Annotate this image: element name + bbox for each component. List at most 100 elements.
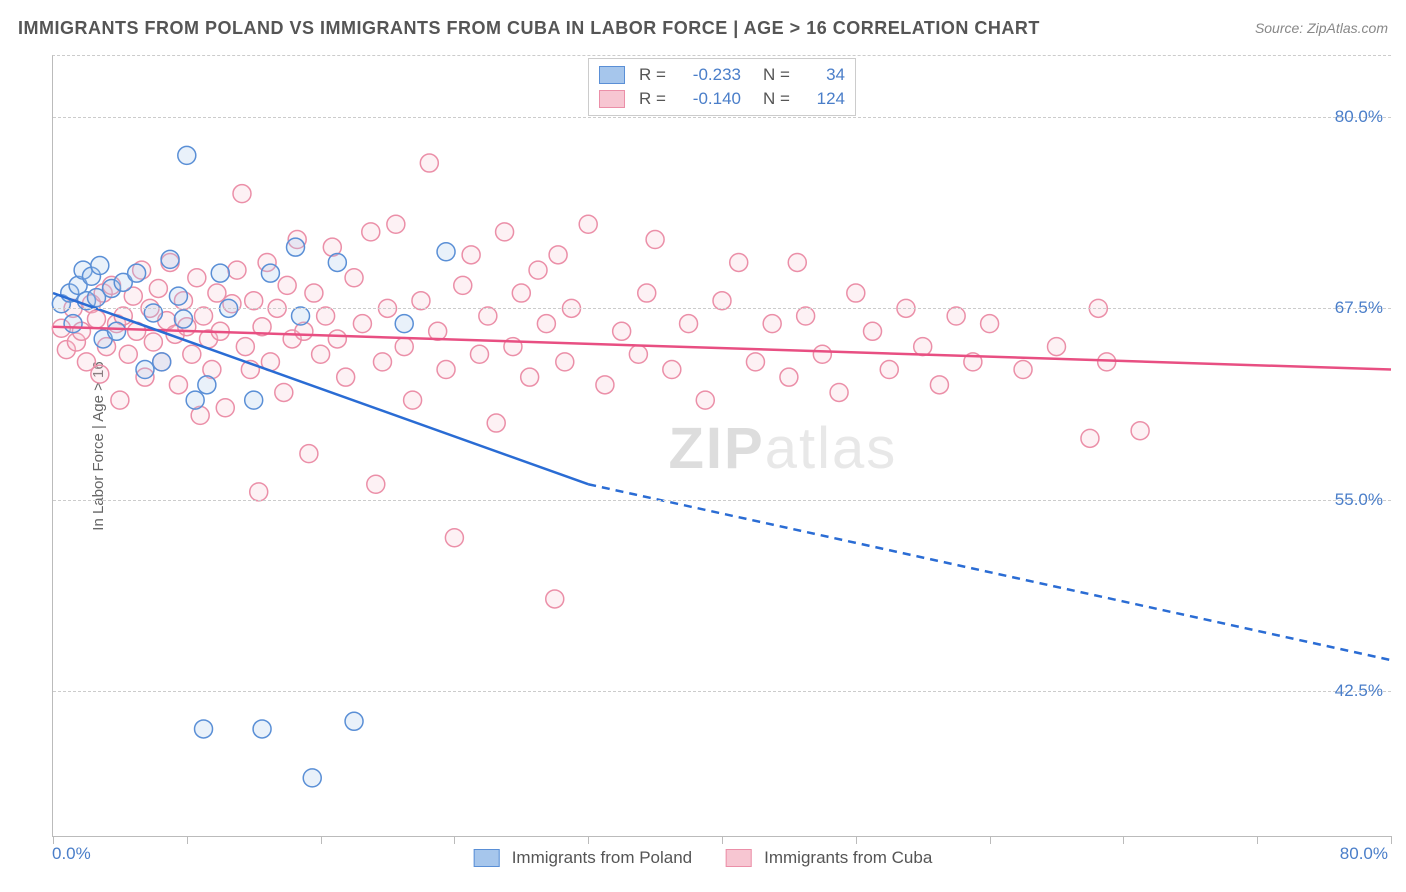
plot-area: ZIPatlas R =-0.233N =34R =-0.140N =124 8… <box>52 55 1391 837</box>
data-point <box>250 483 268 501</box>
x-tick <box>1391 836 1392 844</box>
legend-n-label: N = <box>763 65 799 85</box>
gridline <box>53 308 1391 309</box>
data-point <box>183 345 201 363</box>
data-point <box>1014 361 1032 379</box>
data-point <box>186 391 204 409</box>
x-tick <box>990 836 991 844</box>
y-tick-label: 55.0% <box>1335 490 1383 510</box>
data-point <box>546 590 564 608</box>
data-point <box>345 269 363 287</box>
data-point <box>470 345 488 363</box>
data-point <box>663 361 681 379</box>
data-point <box>830 383 848 401</box>
data-point <box>521 368 539 386</box>
data-point <box>549 246 567 264</box>
data-point <box>746 353 764 371</box>
x-tick <box>1123 836 1124 844</box>
data-point <box>195 307 213 325</box>
data-point <box>128 264 146 282</box>
data-point <box>328 330 346 348</box>
data-point <box>797 307 815 325</box>
data-point <box>1081 429 1099 447</box>
legend-series-item: Immigrants from Poland <box>474 848 692 868</box>
data-point <box>696 391 714 409</box>
data-point <box>462 246 480 264</box>
data-point <box>292 307 310 325</box>
data-point <box>208 284 226 302</box>
data-point <box>261 264 279 282</box>
gridline <box>53 691 1391 692</box>
data-point <box>556 353 574 371</box>
data-point <box>479 307 497 325</box>
data-point <box>161 250 179 268</box>
data-point <box>287 238 305 256</box>
data-point <box>763 315 781 333</box>
y-tick-label: 67.5% <box>1335 298 1383 318</box>
data-point <box>981 315 999 333</box>
correlation-legend: R =-0.233N =34R =-0.140N =124 <box>588 58 856 116</box>
y-tick-label: 80.0% <box>1335 107 1383 127</box>
data-point <box>91 257 109 275</box>
data-point <box>328 253 346 271</box>
data-point <box>512 284 530 302</box>
scatter-svg <box>53 56 1391 836</box>
data-point <box>367 475 385 493</box>
data-point <box>136 361 154 379</box>
x-tick <box>454 836 455 844</box>
data-point <box>395 338 413 356</box>
legend-r-label: R = <box>639 65 675 85</box>
data-point <box>108 322 126 340</box>
data-point <box>87 310 105 328</box>
data-point <box>91 365 109 383</box>
chart-title: IMMIGRANTS FROM POLAND VS IMMIGRANTS FRO… <box>18 18 1040 39</box>
legend-n-label: N = <box>763 89 799 109</box>
data-point <box>233 185 251 203</box>
data-point <box>305 284 323 302</box>
data-point <box>111 391 129 409</box>
data-point <box>947 307 965 325</box>
data-point <box>353 315 371 333</box>
source-attribution: Source: ZipAtlas.com <box>1255 20 1388 36</box>
legend-n-value: 34 <box>809 65 845 85</box>
data-point <box>813 345 831 363</box>
legend-r-value: -0.140 <box>685 89 741 109</box>
x-tick <box>53 836 54 844</box>
data-point <box>169 376 187 394</box>
data-point <box>1098 353 1116 371</box>
x-tick <box>722 836 723 844</box>
legend-swatch <box>726 849 752 867</box>
data-point <box>300 445 318 463</box>
data-point <box>245 391 263 409</box>
data-point <box>437 361 455 379</box>
data-point <box>144 333 162 351</box>
data-point <box>144 304 162 322</box>
data-point <box>198 376 216 394</box>
data-point <box>780 368 798 386</box>
data-point <box>880 361 898 379</box>
data-point <box>119 345 137 363</box>
data-point <box>638 284 656 302</box>
data-point <box>412 292 430 310</box>
legend-series-label: Immigrants from Cuba <box>764 848 932 868</box>
data-point <box>195 720 213 738</box>
legend-series-label: Immigrants from Poland <box>512 848 692 868</box>
data-point <box>454 276 472 294</box>
data-point <box>537 315 555 333</box>
data-point <box>153 353 171 371</box>
x-axis-min-label: 0.0% <box>52 844 91 864</box>
data-point <box>613 322 631 340</box>
data-point <box>847 284 865 302</box>
data-point <box>188 269 206 287</box>
data-point <box>337 368 355 386</box>
data-point <box>253 720 271 738</box>
series-legend: Immigrants from Poland Immigrants from Cu… <box>474 848 933 868</box>
chart-container: IMMIGRANTS FROM POLAND VS IMMIGRANTS FRO… <box>0 0 1406 892</box>
data-point <box>312 345 330 363</box>
legend-swatch <box>474 849 500 867</box>
x-tick <box>321 836 322 844</box>
data-point <box>437 243 455 261</box>
data-point <box>646 231 664 249</box>
data-point <box>303 769 321 787</box>
regression-line <box>588 484 1391 660</box>
